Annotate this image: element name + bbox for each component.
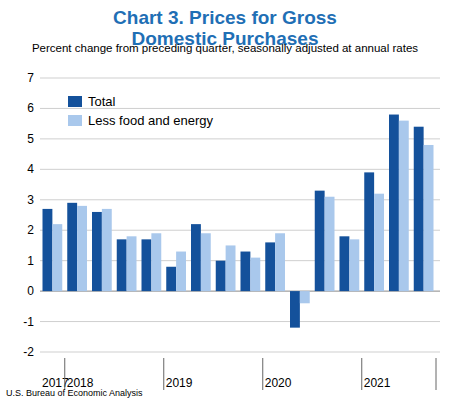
- x-tick-label: 2020: [265, 376, 292, 390]
- y-tick-label: 7: [27, 71, 34, 85]
- bar: [117, 239, 127, 291]
- y-tick-label: -2: [23, 345, 34, 359]
- bar: [142, 239, 152, 291]
- bar: [191, 224, 201, 291]
- y-tick-label: 6: [27, 101, 34, 115]
- bar: [216, 261, 226, 291]
- legend-swatch: [68, 115, 82, 126]
- legend-label: Less food and energy: [88, 113, 214, 128]
- grid-line: [40, 78, 440, 79]
- bar: [241, 252, 251, 292]
- grid-line: [40, 138, 440, 139]
- bars: [43, 115, 434, 328]
- bar: [399, 121, 409, 291]
- bar: [127, 236, 137, 291]
- bar: [92, 212, 102, 291]
- bar: [151, 233, 161, 291]
- y-tick-label: 5: [27, 132, 34, 146]
- bar: [325, 197, 335, 291]
- bar: [315, 191, 325, 291]
- bar: [176, 252, 186, 292]
- x-separator: [361, 358, 362, 390]
- bar: [340, 236, 350, 291]
- y-tick-label: 1: [27, 254, 34, 268]
- bar: [67, 203, 77, 291]
- bar: [290, 291, 300, 328]
- bar: [349, 239, 359, 291]
- bar: [364, 172, 374, 291]
- bar: [424, 145, 434, 291]
- x-tick-label: 2021: [364, 376, 391, 390]
- grid-line: [40, 169, 440, 170]
- legend-label: Total: [88, 94, 116, 109]
- bar: [226, 245, 236, 291]
- y-tick-label: 4: [27, 162, 34, 176]
- y-tick-label: 0: [27, 284, 34, 298]
- y-tick-label: 3: [27, 193, 34, 207]
- y-tick-label: -1: [23, 315, 34, 329]
- grid-line: [40, 321, 440, 322]
- bar: [265, 242, 275, 291]
- bar: [77, 206, 87, 291]
- x-separator: [436, 358, 437, 390]
- x-separator: [64, 358, 65, 390]
- legend-swatch: [68, 96, 82, 107]
- bar: [166, 267, 176, 291]
- source: U.S. Bureau of Economic Analysis: [6, 388, 143, 398]
- bar: [389, 115, 399, 292]
- title-line: Chart 3. Prices for Gross: [113, 7, 337, 28]
- bar: [250, 258, 260, 291]
- subtitle: Percent change from preceding quarter, s…: [32, 42, 418, 54]
- bar: [52, 224, 62, 291]
- bar: [275, 233, 285, 291]
- y-tick-label: 2: [27, 223, 34, 237]
- bar: [102, 209, 112, 291]
- bar: [43, 209, 53, 291]
- grid-line: [40, 352, 440, 353]
- x-separator: [163, 358, 164, 390]
- x-separator: [262, 358, 263, 390]
- chart: Chart 3. Prices for GrossDomestic Purcha…: [0, 0, 450, 400]
- x-tick-label: 2019: [166, 376, 193, 390]
- bar: [300, 291, 310, 303]
- bar: [374, 194, 384, 291]
- bar: [414, 127, 424, 291]
- bar: [201, 233, 211, 291]
